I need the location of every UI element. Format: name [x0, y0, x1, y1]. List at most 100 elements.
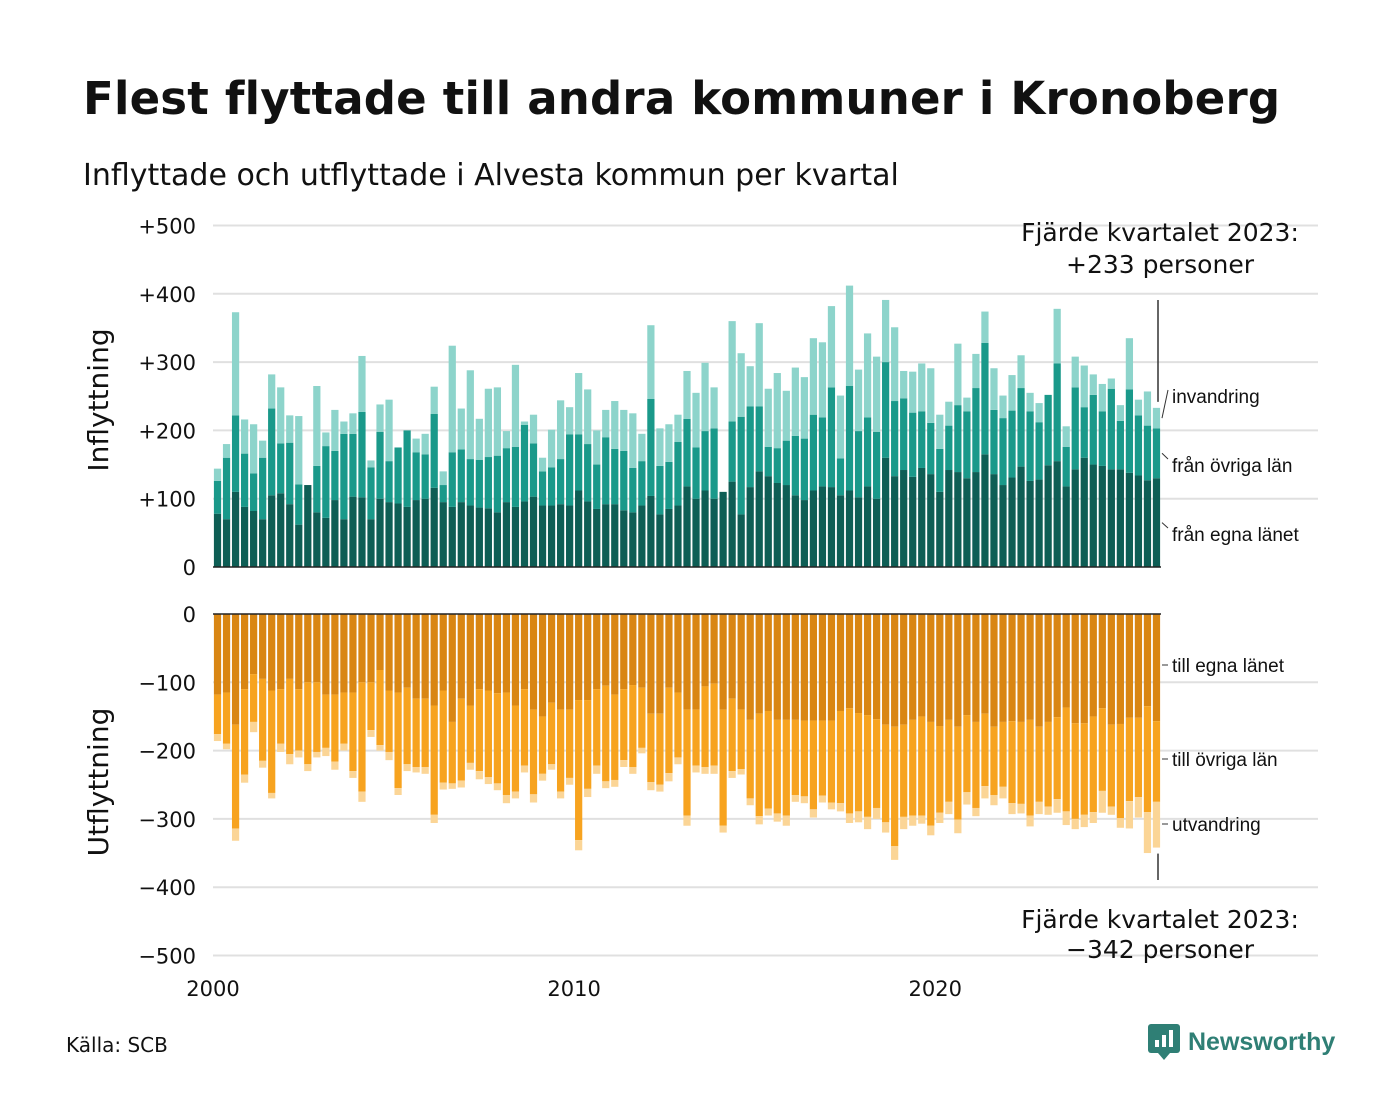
- bar-out-own: [430, 614, 438, 706]
- bar-in-immig: [358, 355, 366, 412]
- bar-in-own: [836, 495, 845, 567]
- bar-out-other: [818, 720, 827, 796]
- bar-out-own: [1152, 614, 1161, 722]
- bar-in-immig: [457, 408, 465, 450]
- bar-out-own: [457, 614, 465, 699]
- series-label: invandring: [1172, 387, 1260, 408]
- bar-in-immig: [1053, 308, 1061, 364]
- bar-out-own: [854, 614, 863, 714]
- bar-in-other: [827, 387, 836, 488]
- bar-out-emig: [827, 802, 836, 810]
- bar-out-own: [268, 614, 276, 691]
- bar-out-other: [746, 719, 754, 799]
- bar-in-immig: [836, 395, 845, 459]
- bar-out-emig: [484, 777, 492, 785]
- bar-in-immig: [882, 299, 890, 363]
- bar-in-other: [584, 444, 592, 502]
- bar-out-emig: [1053, 799, 1061, 813]
- bar-in-other: [737, 416, 745, 515]
- bar-in-immig: [295, 416, 303, 485]
- bar-out-emig: [656, 784, 664, 792]
- bar-out-other: [322, 694, 330, 748]
- bar-out-emig: [909, 815, 917, 826]
- bar-in-immig: [268, 374, 276, 409]
- bar-in-other: [863, 417, 872, 487]
- bar-in-immig: [728, 321, 736, 422]
- bar-out-emig: [222, 743, 231, 750]
- bar-in-immig: [1134, 399, 1143, 416]
- bar-out-other: [710, 683, 718, 766]
- bar-in-other: [1017, 388, 1025, 467]
- bar-in-other: [728, 421, 736, 482]
- bar-in-other: [538, 471, 547, 506]
- bar-in-other: [340, 433, 348, 520]
- bar-out-own: [1071, 614, 1079, 724]
- bar-in-own: [584, 501, 592, 567]
- bar-in-own: [972, 472, 980, 567]
- legend-leader: [1161, 389, 1169, 419]
- bar-in-other: [475, 459, 483, 508]
- y-tick-label: −300: [138, 808, 196, 832]
- bar-in-immig: [647, 325, 655, 399]
- bar-out-own: [1098, 614, 1106, 709]
- bar-out-own: [385, 614, 393, 691]
- bar-out-other: [286, 678, 294, 755]
- bar-in-own: [259, 519, 267, 567]
- bar-out-own: [963, 614, 971, 716]
- bar-in-own: [701, 490, 709, 567]
- bar-out-own: [1089, 614, 1097, 717]
- bar-out-own: [286, 614, 294, 679]
- bar-out-emig: [1107, 806, 1115, 815]
- bar-in-immig: [313, 386, 321, 466]
- annotation-value: −342 personer: [1066, 935, 1255, 964]
- bar-out-other: [1134, 717, 1143, 798]
- bar-in-own: [963, 478, 971, 567]
- bar-out-own: [511, 614, 520, 706]
- bar-out-other: [863, 715, 872, 817]
- bar-out-emig: [972, 807, 980, 817]
- bar-in-immig: [981, 311, 989, 343]
- bar-out-emig: [611, 779, 619, 787]
- bar-in-immig: [1080, 365, 1088, 408]
- bar-in-own: [629, 512, 637, 567]
- bar-out-own: [809, 614, 818, 721]
- y-tick-label: 0: [183, 556, 196, 580]
- bar-out-own: [620, 614, 628, 690]
- bar-in-immig: [611, 401, 619, 449]
- bar-in-other: [1107, 388, 1115, 470]
- bar-in-other: [620, 450, 628, 511]
- bar-out-other: [836, 710, 845, 804]
- bar-out-own: [403, 614, 411, 688]
- y-tick-label: +300: [138, 351, 196, 375]
- bar-out-other: [827, 720, 836, 803]
- bar-out-emig: [358, 791, 366, 802]
- bar-out-emig: [710, 765, 718, 774]
- bar-out-emig: [882, 822, 890, 833]
- bar-out-own: [313, 614, 321, 683]
- bar-in-own: [340, 519, 348, 567]
- bar-out-own: [701, 614, 709, 687]
- bar-out-emig: [385, 751, 393, 761]
- bar-out-own: [1062, 614, 1070, 708]
- bar-out-other: [593, 689, 601, 766]
- series-label: till egna länet: [1172, 656, 1285, 677]
- bar-out-own: [845, 614, 854, 709]
- bar-in-other: [520, 424, 529, 502]
- bar-out-emig: [313, 751, 321, 758]
- bar-in-immig: [900, 370, 908, 399]
- bar-in-own: [719, 491, 727, 567]
- chart-title: Flest flyttade till andra kommuner i Kro…: [83, 72, 1281, 125]
- bar-out-emig: [755, 816, 763, 825]
- bar-out-own: [927, 614, 935, 722]
- bar-out-own: [782, 614, 790, 720]
- bar-out-other: [421, 698, 429, 767]
- bar-out-other: [331, 694, 339, 762]
- bar-in-other: [764, 446, 772, 477]
- bar-out-other: [1053, 717, 1061, 800]
- bar-out-own: [593, 614, 601, 690]
- bar-in-immig: [845, 285, 854, 387]
- bar-in-other: [954, 405, 962, 473]
- legend-leader: [1161, 522, 1169, 529]
- bar-in-immig: [990, 368, 998, 410]
- bar-out-other: [719, 709, 727, 826]
